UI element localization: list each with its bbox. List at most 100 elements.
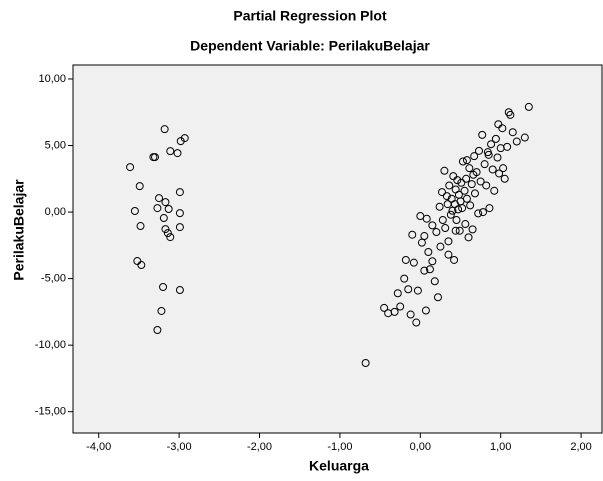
x-axis-label: Keluarga — [309, 458, 369, 474]
point — [161, 198, 170, 207]
point — [490, 186, 499, 195]
point — [420, 232, 429, 241]
point — [166, 233, 175, 242]
y-tick-label: -10,00 — [35, 339, 66, 351]
point — [380, 303, 389, 312]
point — [524, 102, 533, 111]
point — [135, 182, 144, 191]
y-tick-label: 0,00 — [45, 206, 66, 218]
point — [401, 255, 410, 264]
point — [508, 128, 517, 137]
x-tick-label: -2,00 — [247, 441, 272, 453]
point — [467, 180, 476, 189]
point — [413, 286, 422, 295]
point — [487, 140, 496, 149]
plot-area — [72, 64, 603, 434]
x-tick-label: -3,00 — [167, 441, 192, 453]
point — [361, 358, 370, 367]
point — [465, 164, 474, 173]
point — [153, 204, 162, 213]
point — [485, 204, 494, 213]
point — [484, 150, 493, 159]
point — [175, 188, 184, 197]
point — [166, 147, 175, 156]
point — [462, 174, 471, 183]
point — [438, 216, 447, 225]
point — [175, 209, 184, 218]
point — [175, 223, 184, 232]
point — [480, 160, 489, 169]
point — [159, 282, 168, 291]
point — [470, 189, 479, 198]
point — [512, 137, 521, 146]
point — [440, 166, 449, 175]
point — [422, 214, 431, 223]
x-tick-label: -1,00 — [327, 441, 352, 453]
point — [160, 125, 169, 134]
point — [458, 157, 467, 166]
point — [425, 265, 434, 274]
point — [400, 274, 409, 283]
point — [444, 250, 453, 259]
point — [442, 192, 451, 201]
point — [495, 169, 504, 178]
point — [173, 149, 182, 158]
x-tick-label: 2,00 — [570, 441, 591, 453]
point — [432, 228, 441, 237]
point — [137, 261, 146, 270]
point — [433, 293, 442, 302]
point — [390, 307, 399, 316]
point — [458, 204, 467, 213]
point — [454, 205, 463, 214]
point — [126, 163, 135, 172]
point — [498, 124, 507, 133]
y-axis-label: PerilakuBelajar — [11, 179, 27, 281]
point — [449, 172, 458, 181]
x-tick-label: 0,00 — [410, 441, 431, 453]
point — [504, 108, 513, 117]
y-tick-label: 5,00 — [45, 139, 66, 151]
point — [409, 258, 418, 267]
point — [155, 194, 164, 203]
point — [444, 237, 453, 246]
point — [451, 226, 460, 235]
point — [479, 208, 488, 217]
point — [164, 205, 173, 214]
point — [438, 188, 447, 197]
point — [420, 266, 429, 275]
point — [408, 230, 417, 239]
point — [493, 153, 502, 162]
point — [175, 286, 184, 295]
point — [462, 194, 471, 203]
point — [455, 226, 464, 235]
point — [153, 325, 162, 334]
y-tick-label: -15,00 — [35, 406, 66, 418]
point — [159, 214, 168, 223]
chart-title: Partial Regression Plot — [233, 8, 387, 24]
y-tick-label: 10,00 — [38, 73, 66, 85]
point — [461, 220, 470, 229]
point — [474, 209, 483, 218]
point — [460, 186, 469, 195]
point — [424, 247, 433, 256]
x-tick-label: 1,00 — [490, 441, 511, 453]
point — [404, 285, 413, 294]
point — [503, 142, 512, 151]
point — [130, 207, 139, 216]
point — [499, 164, 508, 173]
point — [474, 146, 483, 155]
point — [161, 225, 170, 234]
point — [468, 225, 477, 234]
point — [180, 134, 189, 143]
point — [412, 318, 421, 327]
point — [462, 156, 471, 165]
point — [450, 255, 459, 264]
point — [476, 177, 485, 186]
point — [428, 257, 437, 266]
point — [500, 174, 509, 183]
point — [430, 277, 439, 286]
point — [469, 170, 478, 179]
point — [488, 165, 497, 174]
point — [396, 302, 405, 311]
